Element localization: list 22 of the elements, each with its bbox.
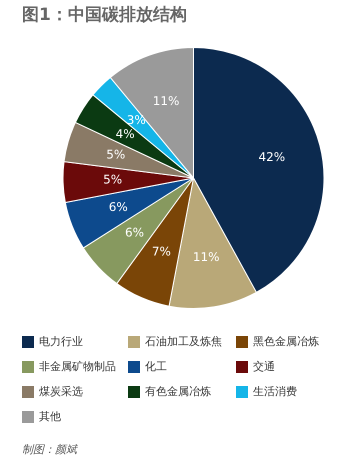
data-label: 42%: [258, 150, 286, 164]
data-label: 11%: [152, 94, 180, 108]
data-label: 6%: [108, 200, 128, 214]
chart-title: 图1：中国碳排放结构: [22, 4, 187, 26]
legend-label: 非金属矿物制品: [39, 359, 116, 374]
text: 制图：颜斌: [22, 443, 77, 456]
legend-label: 其他: [39, 409, 61, 424]
legend-label: 电力行业: [39, 334, 83, 349]
data-label: 3%: [126, 112, 146, 127]
data-label: 6%: [124, 226, 144, 240]
legend-label: 石油加工及炼焦: [145, 334, 222, 349]
legend-label: 化工: [145, 359, 167, 374]
data-label: 5%: [103, 172, 122, 187]
data-label: 11%: [192, 250, 220, 264]
data-label: 5%: [106, 148, 126, 162]
legend-label: 生活消费: [253, 384, 297, 399]
legend-label: 有色金属冶炼: [145, 384, 211, 399]
legend-label: 黑色金属冶炼: [253, 334, 319, 349]
data-label: 4%: [116, 126, 135, 141]
legend-label: 交通: [253, 359, 275, 374]
data-label: 7%: [152, 244, 171, 258]
legend-label: 煤炭采选: [39, 384, 83, 399]
